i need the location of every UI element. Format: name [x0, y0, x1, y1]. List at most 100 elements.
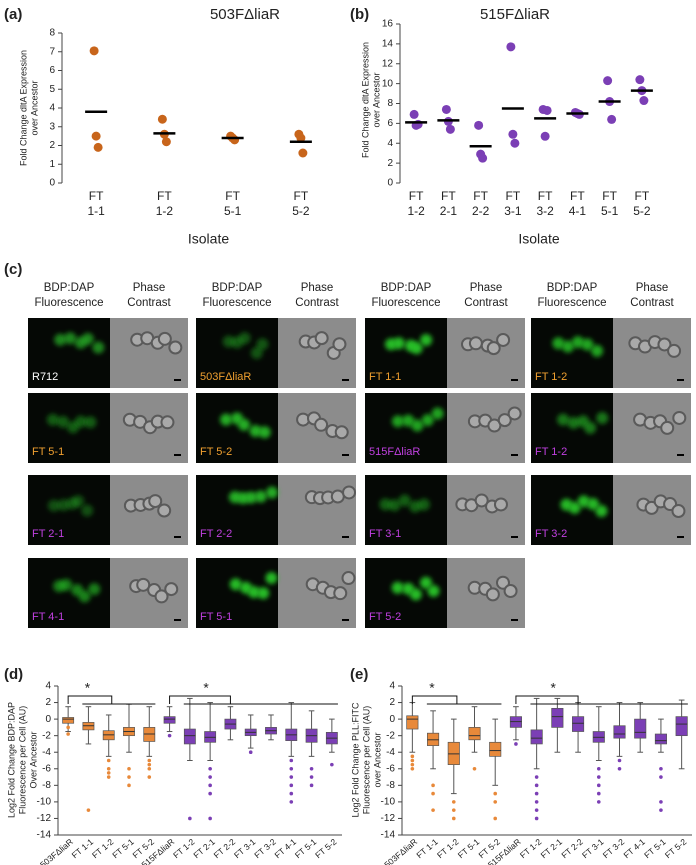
box	[654, 733, 667, 745]
significance-bracket	[67, 695, 113, 704]
data-point	[508, 129, 518, 139]
outlier	[534, 791, 539, 796]
scale-bar	[342, 619, 349, 621]
cell-glow	[81, 504, 94, 517]
x-tick-label: FT 1-2	[171, 836, 197, 860]
scale-bar	[677, 379, 684, 381]
x-tick-label: FT 4-1	[273, 836, 299, 860]
box	[675, 716, 688, 737]
panel-label: (b)	[350, 6, 369, 23]
box	[572, 716, 585, 732]
cell-glow	[258, 426, 271, 439]
scale-bar	[342, 536, 349, 538]
cell-label: FT 3-2	[535, 528, 567, 540]
cell-phase	[341, 571, 356, 586]
y-tick-label: 6	[387, 118, 393, 129]
outlier	[147, 775, 152, 779]
outlier	[451, 816, 456, 821]
data-point	[635, 75, 645, 85]
phase-image	[447, 393, 525, 463]
cell-label: FT 2-1	[32, 528, 64, 540]
y-tick-label: 10	[382, 78, 394, 89]
cell-label: FT 2-2	[200, 528, 232, 540]
y-axis-label: Fold Change dltA Expression	[18, 50, 28, 166]
outlier	[514, 742, 518, 746]
cell-glow	[64, 332, 77, 345]
x-tick-label: FT	[294, 189, 309, 203]
x-tick-label: FT	[409, 189, 424, 203]
outlier	[188, 816, 192, 821]
cell-glow	[431, 407, 444, 420]
cell-glow	[392, 337, 405, 350]
cell-glow	[57, 498, 70, 511]
column-header: Phase	[133, 282, 166, 294]
outlier	[617, 758, 622, 763]
outlier	[659, 800, 663, 804]
y-tick-label: 7	[49, 46, 55, 57]
cell-glow	[245, 491, 258, 504]
y-tick-label: -6	[42, 763, 51, 774]
scale-bar	[342, 379, 349, 381]
y-tick-label: -2	[386, 730, 395, 741]
cell-glow	[419, 576, 432, 589]
x-tick-label: FT 5-1	[110, 836, 136, 860]
cell-label: FT 5-1	[200, 611, 232, 623]
column-header: Contrast	[127, 297, 171, 309]
outlier	[127, 766, 131, 771]
y-axis-label: over Ancestor	[371, 72, 381, 127]
cell-glow	[247, 586, 260, 599]
box	[634, 718, 647, 739]
data-point	[510, 138, 520, 148]
cell-phase	[314, 417, 329, 432]
cell-glow	[84, 416, 97, 429]
outlier	[410, 754, 415, 759]
cell-phase	[164, 582, 179, 597]
cell-phase	[332, 337, 347, 352]
box	[62, 717, 75, 724]
significance-bracket	[411, 695, 458, 704]
x-tick-label: 5-2	[633, 204, 651, 218]
data-point	[161, 137, 171, 147]
y-tick-label: 2	[45, 697, 51, 708]
x-tick-label: FT 1-2	[90, 836, 116, 860]
cell-glow	[391, 581, 404, 594]
cell-phase	[330, 489, 345, 504]
outlier	[167, 733, 172, 738]
data-point	[607, 114, 617, 124]
outlier	[248, 750, 253, 755]
y-tick-label: 5	[49, 84, 55, 95]
cell-glow	[220, 413, 233, 426]
y-tick-label: 4	[387, 138, 393, 149]
y-axis-label: Fold Change dltA Expression	[360, 42, 370, 158]
outlier	[451, 800, 456, 804]
cell-glow	[567, 416, 580, 429]
cell-label: FT 1-2	[535, 446, 567, 458]
cell-glow	[557, 413, 570, 426]
outlier	[431, 791, 435, 796]
cell-phase	[667, 343, 682, 358]
scale-bar	[342, 454, 349, 456]
column-header: Fluorescence	[537, 297, 606, 309]
box	[406, 715, 419, 730]
cell-glow	[587, 498, 600, 511]
cell-glow	[596, 411, 609, 424]
column-header: Fluorescence	[34, 297, 103, 309]
cell-phase	[157, 331, 172, 346]
x-tick-label: FT	[570, 189, 585, 203]
outlier	[106, 775, 111, 779]
cell-phase	[486, 341, 501, 356]
data-point	[478, 153, 488, 163]
x-tick-label: 1-2	[407, 204, 425, 218]
cell-glow	[552, 337, 565, 350]
outlier	[127, 783, 131, 788]
data-point	[639, 96, 649, 106]
y-tick-label: 12	[382, 58, 394, 69]
data-point	[409, 109, 419, 119]
outlier	[534, 775, 539, 779]
outlier	[410, 766, 415, 771]
outlier	[106, 766, 111, 771]
cell-glow	[74, 415, 87, 428]
y-axis-label: over Ancestor	[29, 80, 39, 135]
panel-label: (d)	[4, 666, 23, 683]
